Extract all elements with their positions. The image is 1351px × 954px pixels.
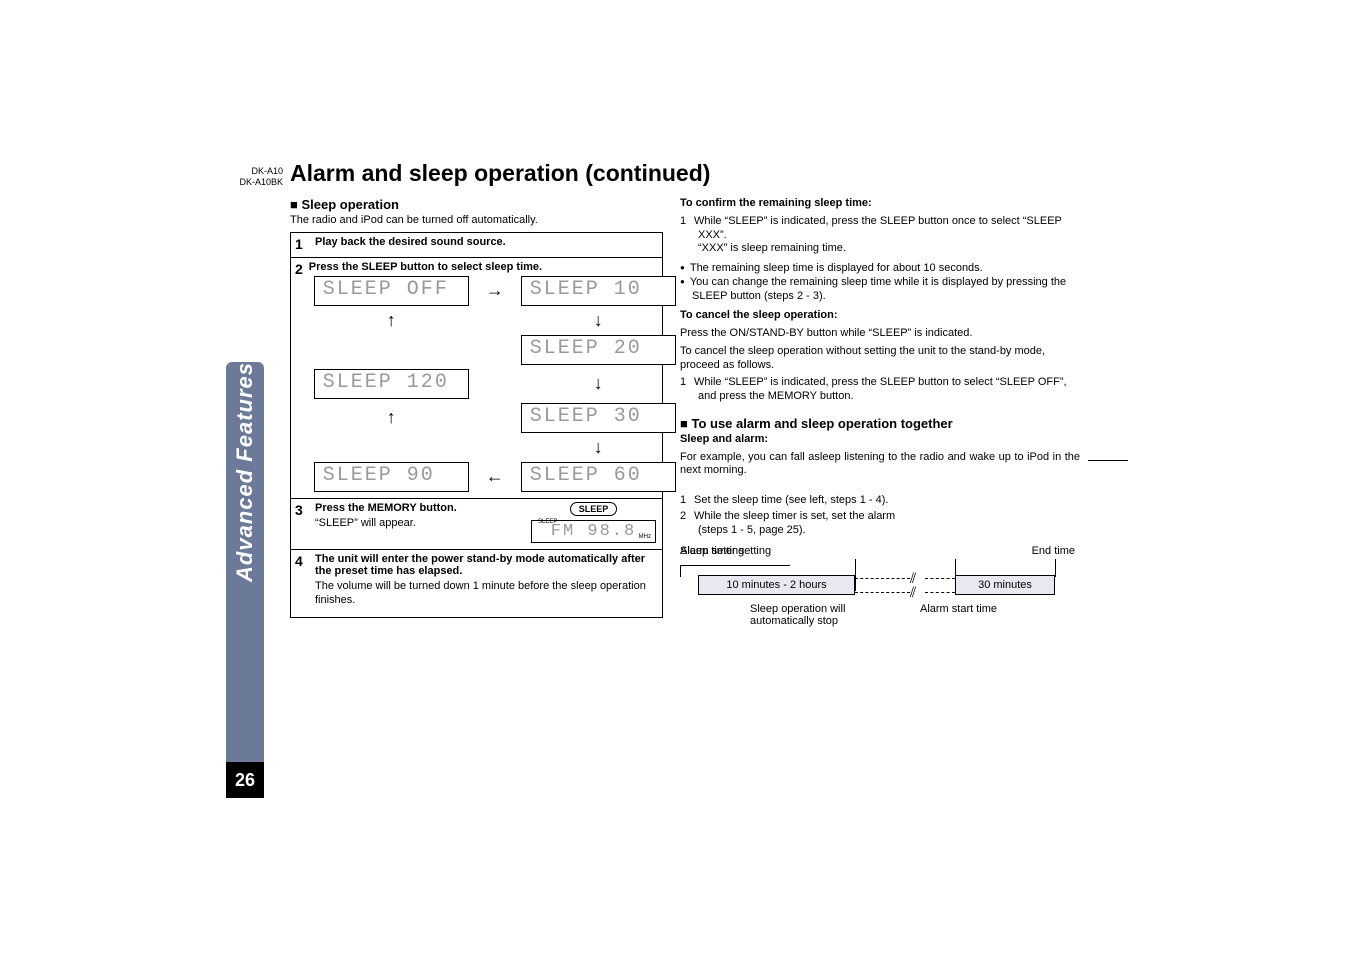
arrow-down-icon: ↓ [594,373,603,394]
side-tab: Advanced Features [226,362,264,762]
cancel-item-1-text: While “SLEEP” is indicated, press the SL… [694,376,1067,402]
confirm-item-1: 1While “SLEEP” is indicated, press the S… [680,215,1080,256]
step-3-text: “SLEEP” will appear. [315,517,515,531]
step-1-title: Play back the desired sound source. [315,236,656,248]
page-title: Alarm and sleep operation (continued) [290,160,710,187]
square-bullet-icon: ■ [290,197,301,212]
together-item-2: 2While the sleep timer is set, set the a… [680,510,1080,538]
tl-tick-1 [680,565,681,577]
tl-dash-3 [855,592,910,593]
lcd-sleep-20: SLEEP 20 [521,335,676,365]
lcd-sleep-60: SLEEP 60 [521,462,676,492]
together-label: To use alarm and sleep operation togethe… [691,416,952,431]
step-3: 3 Press the MEMORY button. “SLEEP” will … [291,498,662,549]
square-bullet-icon: ■ [680,416,691,431]
arrow-down-icon: ↓ [594,437,603,458]
tl-tick-2 [855,559,856,591]
tl-dash-2 [925,578,955,579]
lcd-fm-display: SLEEP FM 98.8 MHz [531,520,656,543]
model-line1: DK-A10 [237,166,283,177]
sleep-intro: The radio and iPod can be turned off aut… [290,214,663,228]
tl-dash-4 [925,592,955,593]
arrow-up-icon: ↑ [387,407,396,428]
arrow-down-icon: ↓ [594,310,603,331]
confirm-bullet-1: The remaining sleep time is displayed fo… [680,262,1080,276]
together-p1: For example, you can fall asleep listeni… [680,451,1080,479]
tl-alarm-setting: Alarm setting [680,545,744,557]
together-item-1: 1Set the sleep time (see left, steps 1 -… [680,494,1080,508]
page: DK-A10 DK-A10BK Alarm and sleep operatio… [0,0,1351,954]
arrow-left-icon: ← [486,466,504,487]
tl-end-time: End time [1032,545,1075,557]
steps-table: 1 Play back the desired sound source. 2 … [290,232,663,619]
together-sub: Sleep and alarm: [680,433,1080,447]
confirm-list: 1While “SLEEP” is indicated, press the S… [680,215,1080,256]
step-4-num: 4 [291,550,313,618]
confirm-bullets: The remaining sleep time is displayed fo… [680,262,1080,303]
sleep-operation-heading: ■ Sleep operation [290,197,663,212]
right-column: To confirm the remaining sleep time: 1Wh… [680,197,1080,645]
lcd-sleep-90: SLEEP 90 [314,462,469,492]
step-1: 1 Play back the desired sound source. [291,233,662,257]
lcd-sleep-120: SLEEP 120 [314,369,469,399]
lcd-cycle-diagram: SLEEP OFF → SLEEP 10 ↑ ↓ SLEEP 20 SLEEP … [309,276,681,492]
tl-line-1 [680,565,790,566]
cancel-item-1: 1While “SLEEP” is indicated, press the S… [680,376,1080,404]
arrow-up-icon: ↑ [387,310,396,331]
tl-tick-4 [1055,559,1056,577]
arrow-right-icon: → [486,280,504,301]
lcd-sleep-30: SLEEP 30 [521,403,676,433]
confirm-item-1-text: While “SLEEP” is indicated, press the SL… [694,215,1062,255]
step-4: 4 The unit will enter the power stand-by… [291,549,662,618]
step-1-num: 1 [291,233,313,257]
together-item-1-text: Set the sleep time (see left, steps 1 - … [694,494,888,506]
cancel-p2: To cancel the sleep operation without se… [680,345,1080,373]
step-3-num: 3 [291,499,313,549]
page-number: 26 [226,762,264,798]
together-list: 1Set the sleep time (see left, steps 1 -… [680,494,1080,537]
sleep-operation-label: Sleep operation [301,197,399,212]
step-4-text: The volume will be turned down 1 minute … [315,580,656,608]
together-heading: ■ To use alarm and sleep operation toget… [680,416,1080,431]
cancel-list: 1While “SLEEP” is indicated, press the S… [680,376,1080,404]
model-codes: DK-A10 DK-A10BK [237,166,283,188]
confirm-bullet-2: You can change the remaining sleep time … [680,276,1080,304]
tl-box-sleep: 10 minutes - 2 hours [698,575,855,595]
tl-alarm-start: Alarm start time [920,603,997,615]
step-2: 2 Press the SLEEP button to select sleep… [291,257,662,498]
tl-box-alarm: 30 minutes [955,575,1055,595]
lcd-mhz-label: MHz [639,534,651,540]
cancel-heading: To cancel the sleep operation: [680,309,1080,323]
step-2-num: 2 [291,258,307,498]
lcd-fm-value: FM 98.8 [551,522,636,541]
left-column: ■ Sleep operation The radio and iPod can… [290,197,663,618]
tl-slash-icon: ⫽ [910,584,916,601]
lcd-sleep-10: SLEEP 10 [521,276,676,306]
model-line2: DK-A10BK [237,177,283,188]
tl-dash-1 [855,578,910,579]
lcd-sleep-off: SLEEP OFF [314,276,469,306]
lcd-sleep-indicator: SLEEP [538,519,557,525]
together-item-2-text: While the sleep timer is set, set the al… [694,510,895,536]
step-3-title: Press the MEMORY button. [315,502,515,514]
step-2-title: Press the SLEEP button to select sleep t… [309,261,681,273]
side-tab-label: Advanced Features [232,362,258,592]
sleep-button-icon: SLEEP [570,502,618,516]
cancel-p1: Press the ON/STAND-BY button while “SLEE… [680,327,1080,341]
tl-sleep-stop: Sleep operation will automatically stop [750,603,845,627]
right-rule [1088,460,1128,461]
timeline-diagram: Sleep timer setting Alarm setting End ti… [680,545,1075,645]
step-4-title: The unit will enter the power stand-by m… [315,553,656,577]
confirm-heading: To confirm the remaining sleep time: [680,197,1080,211]
